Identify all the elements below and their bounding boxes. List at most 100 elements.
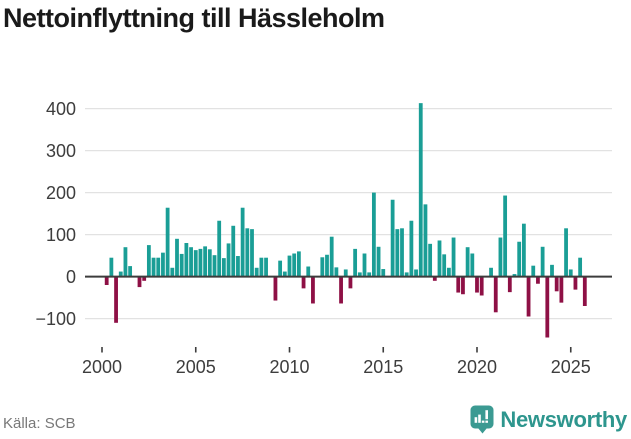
bar-positive [376,246,381,277]
x-axis-ticks-and-labels: 2000 2005 2010 2015 2020 2025 [82,347,591,377]
bar-positive [151,257,156,277]
bar-series [104,103,587,338]
bar-positive [451,237,456,277]
bar-positive [175,238,179,277]
bar-positive [442,254,447,277]
bar-positive [329,236,334,277]
bar-negative [456,276,461,293]
bar-positive [400,228,404,277]
bar-positive [512,274,517,277]
bar-positive [446,267,451,277]
bar-positive [296,251,301,277]
bar-positive [146,245,151,277]
bar-positive [123,247,128,277]
bar-positive [550,264,554,277]
bar-positive [503,195,508,277]
bar-positive [353,248,358,277]
bar-negative [479,276,484,296]
y-tick-label: 200 [46,183,76,203]
bar-positive [203,246,208,277]
bar-positive [161,252,165,277]
bar-negative [311,276,315,304]
bar-positive [282,271,287,277]
brand-name: Newsworthy [500,406,627,432]
bar-positive [578,257,583,277]
y-tick-label: 0 [66,267,76,287]
bar-positive [357,272,362,277]
y-tick-label: −100 [35,309,76,329]
bar-positive [221,258,226,277]
bar-positive [371,192,376,277]
bar-positive [414,269,418,277]
bar-negative [301,276,306,289]
bar-positive [521,223,526,277]
bar-positive [212,255,217,277]
bar-negative [461,276,465,295]
bar-positive [470,253,475,277]
bar-positive [207,249,212,277]
bar-positive [193,250,198,277]
bar-negative [104,276,109,285]
bar-positive [250,229,254,277]
bar-positive [367,272,372,277]
x-tick-label: 2000 [82,357,122,377]
bar-positive [564,228,568,277]
y-axis-tick-labels: 400 300 200 100 0 −100 [35,99,76,329]
bar-positive [325,254,329,277]
bar-positive [245,228,250,277]
newsworthy-brand: Newsworthy [470,405,627,434]
bar-positive [343,269,348,277]
bar-positive [437,240,442,277]
bar-positive [334,267,339,277]
bar-negative [573,276,578,290]
bar-positive [236,256,240,277]
bar-positive [184,243,189,277]
bar-positive [189,247,193,277]
bar-positive [320,257,325,277]
bar-negative [545,276,550,338]
x-tick-label: 2005 [176,357,216,377]
bar-positive [423,204,428,277]
y-tick-label: 100 [46,225,76,245]
bar-positive [287,255,292,277]
bar-positive [240,207,245,277]
bar-positive [278,260,283,277]
bar-negative [114,276,118,323]
bar-negative [554,276,559,292]
bar-positive [259,257,264,277]
bar-positive [264,257,268,277]
page-title: Nettoinflyttning till Hässleholm [3,3,385,33]
bar-positive [489,267,493,277]
bar-positive [156,257,161,277]
bar-positive [165,207,170,277]
bar-positive [217,220,222,277]
bar-positive [465,247,470,277]
bar-negative [475,276,479,293]
bar-positive [531,265,536,277]
x-tick-label: 2010 [269,357,309,377]
bar-positive [362,253,367,277]
bar-positive [390,199,395,277]
gridlines [85,107,612,320]
bar-negative [273,276,278,301]
source-label: Källa: SCB [3,415,76,432]
x-tick-label: 2025 [551,357,591,377]
bar-negative [493,276,498,313]
bar-positive [540,246,545,277]
bar-positive [404,272,409,277]
bar-positive [128,266,133,277]
bar-positive [428,243,433,277]
bar-negative [339,276,343,304]
bar-positive [231,225,236,277]
bar-positive [381,269,386,277]
chart-footer: Källa: SCB Newsworthy [0,395,631,439]
bar-negative [507,276,512,293]
bar-positive [418,103,423,277]
x-tick-label: 2020 [457,357,497,377]
bar-positive [568,269,573,277]
bar-positive [254,267,259,277]
bar-negative [582,276,587,306]
bar-positive [517,241,522,277]
